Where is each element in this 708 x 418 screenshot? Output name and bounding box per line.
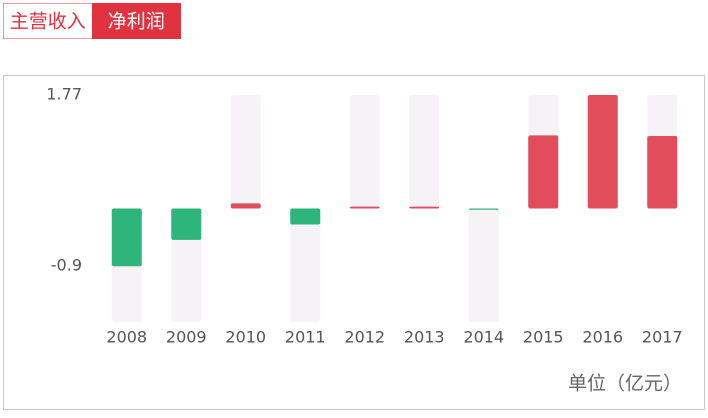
bar-track: [349, 95, 380, 209]
tab-label[interactable]: 主营收入: [10, 11, 86, 33]
x-tick-label: 2014: [463, 328, 504, 347]
bar: [171, 208, 202, 240]
bar: [111, 208, 142, 267]
x-tick-label: 2016: [582, 328, 623, 347]
x-tick-label: 2015: [523, 328, 564, 347]
bar: [290, 208, 321, 225]
bar: [587, 95, 618, 209]
x-tick-label: 2017: [642, 328, 683, 347]
tab[interactable]: [3, 3, 93, 39]
x-tick-label: 2011: [285, 328, 326, 347]
bar-track: [468, 208, 499, 322]
x-tick-label: 2013: [404, 328, 445, 347]
tab-label[interactable]: 净利润: [108, 11, 165, 33]
bar: [528, 135, 559, 209]
bar-track: [230, 95, 261, 209]
x-tick-label: 2010: [225, 328, 266, 347]
bar: [647, 136, 678, 209]
x-tick-label: 2009: [166, 328, 207, 347]
bar: [230, 203, 261, 209]
bar-track: [409, 95, 440, 209]
tab[interactable]: [92, 3, 181, 39]
bar: [349, 206, 380, 209]
unit-label: 单位（亿元）: [568, 373, 682, 395]
bar: [468, 208, 499, 210]
bar: [409, 206, 440, 209]
y-tick-label: 1.77: [46, 85, 82, 104]
x-tick-label: 2008: [106, 328, 147, 347]
y-tick-label: -0.9: [51, 256, 82, 275]
x-tick-label: 2012: [344, 328, 385, 347]
bar-track: [290, 208, 321, 322]
